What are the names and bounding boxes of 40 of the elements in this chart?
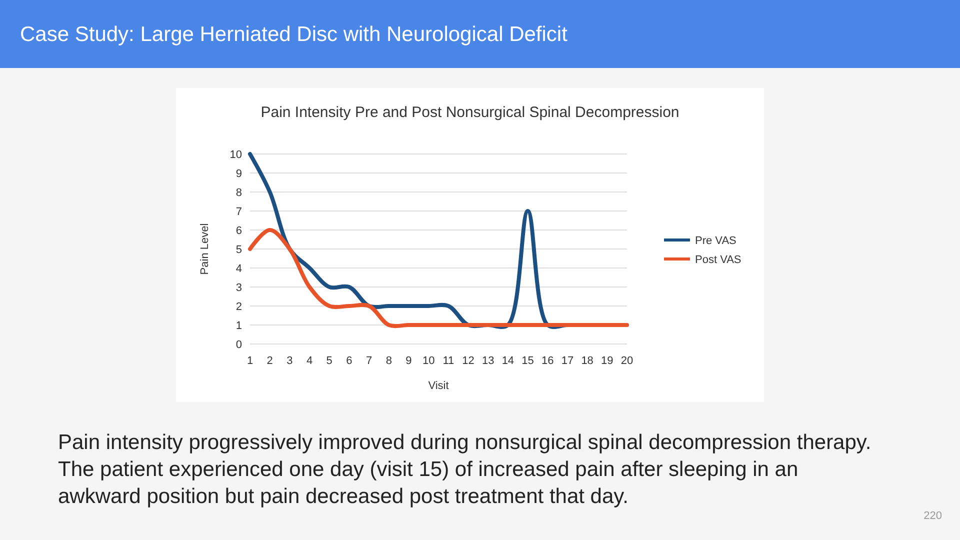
y-tick-label: 6	[236, 225, 242, 237]
y-tick-label: 8	[236, 187, 242, 199]
x-tick-label: 3	[286, 355, 293, 367]
legend-label: Pre VAS	[695, 235, 736, 247]
y-tick-label: 2	[236, 301, 242, 313]
legend-label: Post VAS	[695, 254, 742, 266]
x-axis-title: Visit	[428, 380, 449, 392]
x-tick-label: 12	[462, 355, 474, 367]
y-tick-label: 3	[236, 282, 242, 294]
y-tick-label: 7	[236, 206, 242, 218]
y-tick-label: 4	[236, 263, 242, 275]
y-tick-label: 5	[236, 244, 242, 256]
line-series	[248, 228, 629, 328]
y-tick-label: 10	[230, 149, 242, 161]
y-tick-label: 1	[236, 320, 242, 332]
x-tick-label: 5	[326, 355, 332, 367]
y-axis-title: Pain Level	[199, 223, 211, 275]
x-tick-label: 18	[581, 355, 594, 367]
x-tick-label: 2	[266, 355, 273, 367]
y-tick-label: 9	[236, 168, 242, 180]
x-tick-label: 11	[442, 355, 454, 367]
x-tick-label: 19	[601, 355, 614, 367]
x-tick-label: 14	[502, 355, 514, 367]
x-tick-label: 15	[522, 355, 534, 367]
x-tick-label: 13	[482, 355, 494, 367]
x-tick-label: 17	[561, 355, 574, 367]
x-tick-label: 16	[542, 355, 554, 367]
x-tick-label: 4	[306, 355, 313, 367]
x-tick-label: 10	[422, 355, 435, 367]
x-tick-label: 6	[346, 355, 352, 367]
x-tick-label: 1	[246, 355, 254, 367]
x-tick-label: 9	[406, 355, 412, 367]
y-tick-label: 0	[236, 339, 242, 351]
text: 220	[924, 510, 942, 522]
x-tick-label: 7	[366, 355, 372, 367]
chart-subtitle: Pain Intensity Pre and Post Nonsurgical Spinal Decompression	[260, 104, 680, 121]
x-tick-label: 20	[620, 355, 634, 367]
chart-title: Case Study: Large Herniated Disc with Neurological Deficit	[20, 23, 568, 46]
x-tick-label: 8	[386, 355, 392, 367]
text: Pain intensity progressively improved during nonsurgical spinal decompression therapy. The patient experienced one day (visit 15) of increased pain after sleeping in an awkward position but pain decreased post treatment that day.	[58, 431, 872, 508]
